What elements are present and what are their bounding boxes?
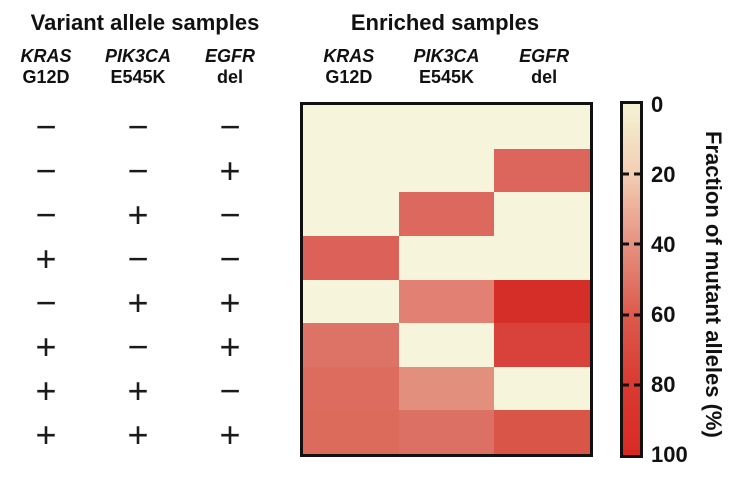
minus-sign-r4c2: − xyxy=(127,238,149,279)
colorbar xyxy=(620,101,643,458)
heatmap-cell-r7c1 xyxy=(303,366,399,411)
variant-column-header-pik3ca: PIK3CA E545K xyxy=(92,46,184,87)
colorbar-tick-80 xyxy=(623,383,629,387)
heatmap-cell-r2c2 xyxy=(398,148,495,193)
colorbar-tick-40 xyxy=(623,242,629,246)
minus-sign-r1c3: − xyxy=(219,106,241,147)
heatmap-cell-r1c3 xyxy=(494,105,590,149)
gene-name: KRAS xyxy=(323,46,375,66)
heatmap-cell-r2c1 xyxy=(303,148,399,193)
heatmap-cell-r1c2 xyxy=(398,105,495,149)
minus-sign-r5c1: − xyxy=(35,282,57,323)
colorbar-tick-label-20: 20 xyxy=(651,162,676,187)
heatmap-grid xyxy=(303,105,590,454)
heatmap-cell-r5c1 xyxy=(303,279,399,324)
heatmap-cell-r2c3 xyxy=(494,148,590,193)
colorbar-tick-label-80: 80 xyxy=(651,372,676,397)
colorbar-tick-80 xyxy=(634,383,640,387)
heatmap-cell-r6c3 xyxy=(494,323,590,367)
gene-name: PIK3CA xyxy=(413,46,480,66)
colorbar-tick-60 xyxy=(634,313,640,317)
enriched-column-headers: KRAS G12D PIK3CA E545K EGFR del xyxy=(300,46,593,87)
left-panel-title: Variant allele samples xyxy=(30,10,260,35)
plus-sign-r8c1: + xyxy=(35,414,57,455)
enriched-column-header-pik3ca: PIK3CA E545K xyxy=(398,46,496,87)
gene-mutation: del xyxy=(531,66,558,87)
colorbar-axis-label: Fraction of mutant alleles (%) xyxy=(701,130,726,438)
plus-sign-r2c3: + xyxy=(219,150,241,191)
heatmap-cell-r6c2 xyxy=(398,323,495,367)
minus-sign-r2c1: − xyxy=(35,150,57,191)
colorbar-tick-label-60: 60 xyxy=(651,302,676,327)
heatmap-cell-r5c2 xyxy=(398,279,495,324)
plus-sign-r8c2: + xyxy=(127,414,149,455)
minus-sign-r4c3: − xyxy=(219,238,241,279)
colorbar-gradient xyxy=(623,104,640,455)
plus-sign-r7c2: + xyxy=(127,370,149,411)
colorbar-tick-20 xyxy=(623,172,629,176)
heatmap-cell-r3c3 xyxy=(494,192,590,236)
colorbar-tick-20 xyxy=(634,172,640,176)
heatmap-cell-r3c1 xyxy=(303,192,399,236)
colorbar-tick-60 xyxy=(623,313,629,317)
heatmap-cell-r8c2 xyxy=(398,410,495,454)
plus-sign-r5c2: + xyxy=(127,282,149,323)
minus-sign-r3c1: − xyxy=(35,194,57,235)
right-panel-title: Enriched samples xyxy=(350,10,540,35)
colorbar-tick-label-0: 0 xyxy=(651,92,664,117)
gene-mutation: del xyxy=(216,66,243,87)
heatmap-cell-r8c3 xyxy=(494,410,590,454)
heatmap-cell-r5c3 xyxy=(494,279,590,324)
enriched-column-header-kras: KRAS G12D xyxy=(300,46,398,87)
heatmap xyxy=(300,102,593,457)
gene-name: PIK3CA xyxy=(104,46,171,66)
gene-mutation: G12D xyxy=(325,66,373,87)
gene-mutation: E545K xyxy=(110,66,166,87)
plus-sign-r4c1: + xyxy=(35,238,57,279)
minus-sign-r2c2: − xyxy=(127,150,149,191)
heatmap-cell-r4c3 xyxy=(494,235,590,280)
heatmap-cell-r1c1 xyxy=(303,105,399,149)
variant-column-headers: KRAS G12D PIK3CA E545K EGFR del xyxy=(0,46,276,87)
colorbar-tick-label-40: 40 xyxy=(651,232,676,257)
variant-column-header-egfr: EGFR del xyxy=(184,46,276,87)
gene-name: KRAS xyxy=(20,46,72,66)
minus-sign-r1c1: − xyxy=(35,106,57,147)
heatmap-cell-r4c1 xyxy=(303,235,399,280)
gene-mutation: G12D xyxy=(22,66,70,87)
minus-sign-r3c3: − xyxy=(219,194,241,235)
colorbar-tick-40 xyxy=(634,242,640,246)
minus-sign-r6c2: − xyxy=(127,326,149,367)
plus-sign-r7c1: + xyxy=(35,370,57,411)
gene-name: EGFR xyxy=(204,46,255,66)
gene-mutation: E545K xyxy=(418,66,475,87)
plus-sign-r5c3: + xyxy=(219,282,241,323)
gene-name: EGFR xyxy=(519,46,570,66)
heatmap-cell-r4c2 xyxy=(398,235,495,280)
variant-allele-sign-grid: − − − − − + − + − + − − − + + + − + + + − + + + xyxy=(0,105,276,457)
minus-sign-r1c2: − xyxy=(127,106,149,147)
enriched-column-header-egfr: EGFR del xyxy=(495,46,593,87)
colorbar-tick-label-100: 100 xyxy=(651,442,688,467)
heatmap-cell-r3c2 xyxy=(398,192,495,236)
heatmap-cell-r8c1 xyxy=(303,410,399,454)
heatmap-cell-r7c3 xyxy=(494,366,590,411)
heatmap-cell-r7c2 xyxy=(398,366,495,411)
heatmap-cell-r6c1 xyxy=(303,323,399,367)
plus-sign-r6c3: + xyxy=(219,326,241,367)
plus-sign-r6c1: + xyxy=(35,326,57,367)
plus-sign-r8c3: + xyxy=(219,414,241,455)
variant-column-header-kras: KRAS G12D xyxy=(0,46,92,87)
plus-sign-r3c2: + xyxy=(127,194,149,235)
minus-sign-r7c3: − xyxy=(219,370,241,411)
